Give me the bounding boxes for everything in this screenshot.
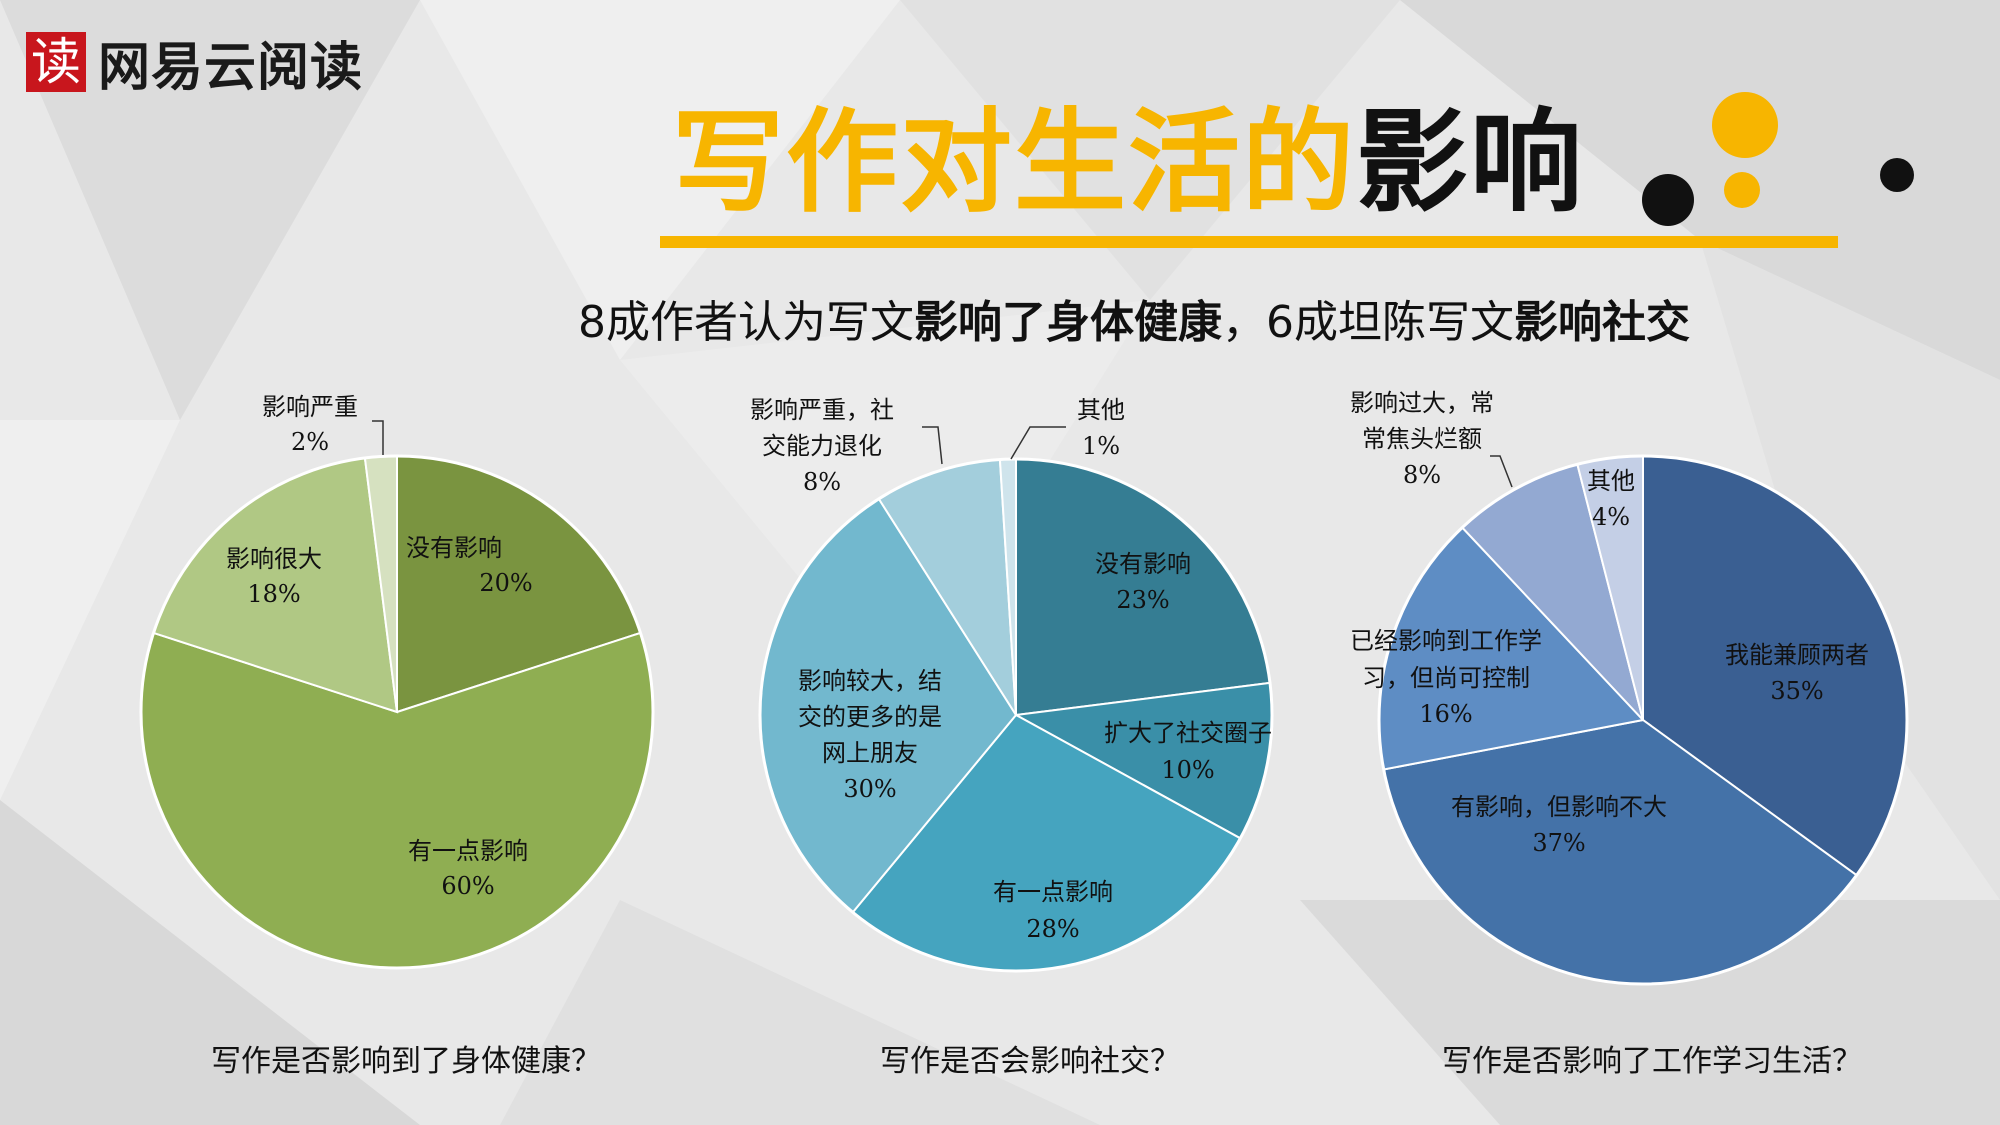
slice-percent: 10%: [1161, 756, 1214, 784]
logo-mark: 读: [26, 32, 86, 92]
subtitle-s1: 8成作者认为写文: [578, 297, 914, 348]
chart-1-title: 写作是否影响到了身体健康？: [211, 1044, 601, 1079]
slice-percent: 35%: [1770, 677, 1823, 705]
slice-label: 没有影响: [406, 534, 502, 562]
chart-2-title: 写作是否会影响社交？: [880, 1044, 1180, 1079]
slice-label: 有一点影响: [408, 837, 528, 865]
slice-percent: 1%: [1082, 432, 1120, 460]
leader-line: [372, 420, 384, 455]
page-title: 写作对生活的影响: [672, 98, 1584, 228]
leader-line: [1490, 455, 1513, 488]
slice-label: 习，但尚可控制: [1362, 664, 1530, 692]
slice-label: 没有影响: [1095, 550, 1191, 578]
subtitle: 8成作者认为写文影响了身体健康，6成坦陈写文影响社交: [578, 286, 1690, 350]
logo-text: 网易云阅读: [98, 37, 364, 98]
leader-line: [1010, 426, 1066, 460]
decor-dot-yellow-large: [1712, 92, 1778, 158]
subtitle-s2: 影响了身体健康: [914, 297, 1222, 348]
pie-outline: [758, 457, 1274, 973]
pie-chart-1: 没有影响 20% 有一点影响 60% 影响很大 18% 影响严重 2%: [139, 393, 655, 970]
slice-percent: 30%: [843, 775, 896, 803]
slice-label: 影响严重: [262, 393, 358, 421]
subtitle-s4: 影响社交: [1514, 297, 1690, 348]
logo: 读 网易云阅读: [26, 30, 363, 98]
slice-label: 我能兼顾两者: [1725, 641, 1869, 669]
slice-label: 影响较大，结: [798, 667, 942, 695]
leader-line: [922, 426, 943, 465]
slice-percent: 4%: [1592, 503, 1630, 531]
slice-label: 有一点影响: [993, 878, 1113, 906]
slice-percent: 28%: [1026, 915, 1079, 943]
pie-outline: [1377, 454, 1909, 986]
slice-label: 网上朋友: [822, 739, 918, 767]
slice-percent: 8%: [1403, 461, 1441, 489]
slice-percent: 60%: [441, 872, 494, 900]
slice-label: 影响严重，社: [750, 396, 894, 424]
slice-label: 其他: [1077, 396, 1125, 424]
slice-percent: 37%: [1532, 829, 1585, 857]
slice-label: 影响过大，常: [1350, 389, 1494, 417]
slice-label: 交能力退化: [762, 432, 882, 460]
slice-label: 常焦头烂额: [1362, 425, 1482, 453]
slice-percent: 20%: [479, 569, 532, 597]
slice-label: 已经影响到工作学: [1350, 627, 1542, 655]
slice-percent: 8%: [803, 468, 841, 496]
decor-dot-black-small: [1880, 158, 1914, 192]
slice-percent: 23%: [1116, 586, 1169, 614]
subtitle-s3: ，6成坦陈写文: [1222, 297, 1514, 348]
chart-3-title: 写作是否影响了工作学习生活？: [1442, 1044, 1862, 1079]
slice-label: 其他: [1587, 467, 1635, 495]
slice-percent: 16%: [1419, 700, 1472, 728]
slice-label: 扩大了社交圈子: [1104, 719, 1272, 747]
decor-dot-black: [1642, 174, 1694, 226]
title-part-2: 影响: [1356, 98, 1584, 228]
title-part-1: 写作对生活的: [672, 98, 1356, 228]
slice-label: 影响很大: [226, 545, 322, 573]
title-underline: [660, 236, 1838, 248]
slice-percent: 18%: [247, 580, 300, 608]
slice-label: 有影响，但影响不大: [1451, 793, 1667, 821]
decor-dot-yellow-small: [1724, 172, 1760, 208]
slice-label: 交的更多的是: [798, 703, 942, 731]
pie-outline: [139, 454, 655, 970]
slice-percent: 2%: [291, 428, 329, 456]
pie-chart-2: 没有影响 23% 扩大了社交圈子 10% 有一点影响 28% 影响较大，结交的更多的是网上朋…: [750, 396, 1274, 973]
